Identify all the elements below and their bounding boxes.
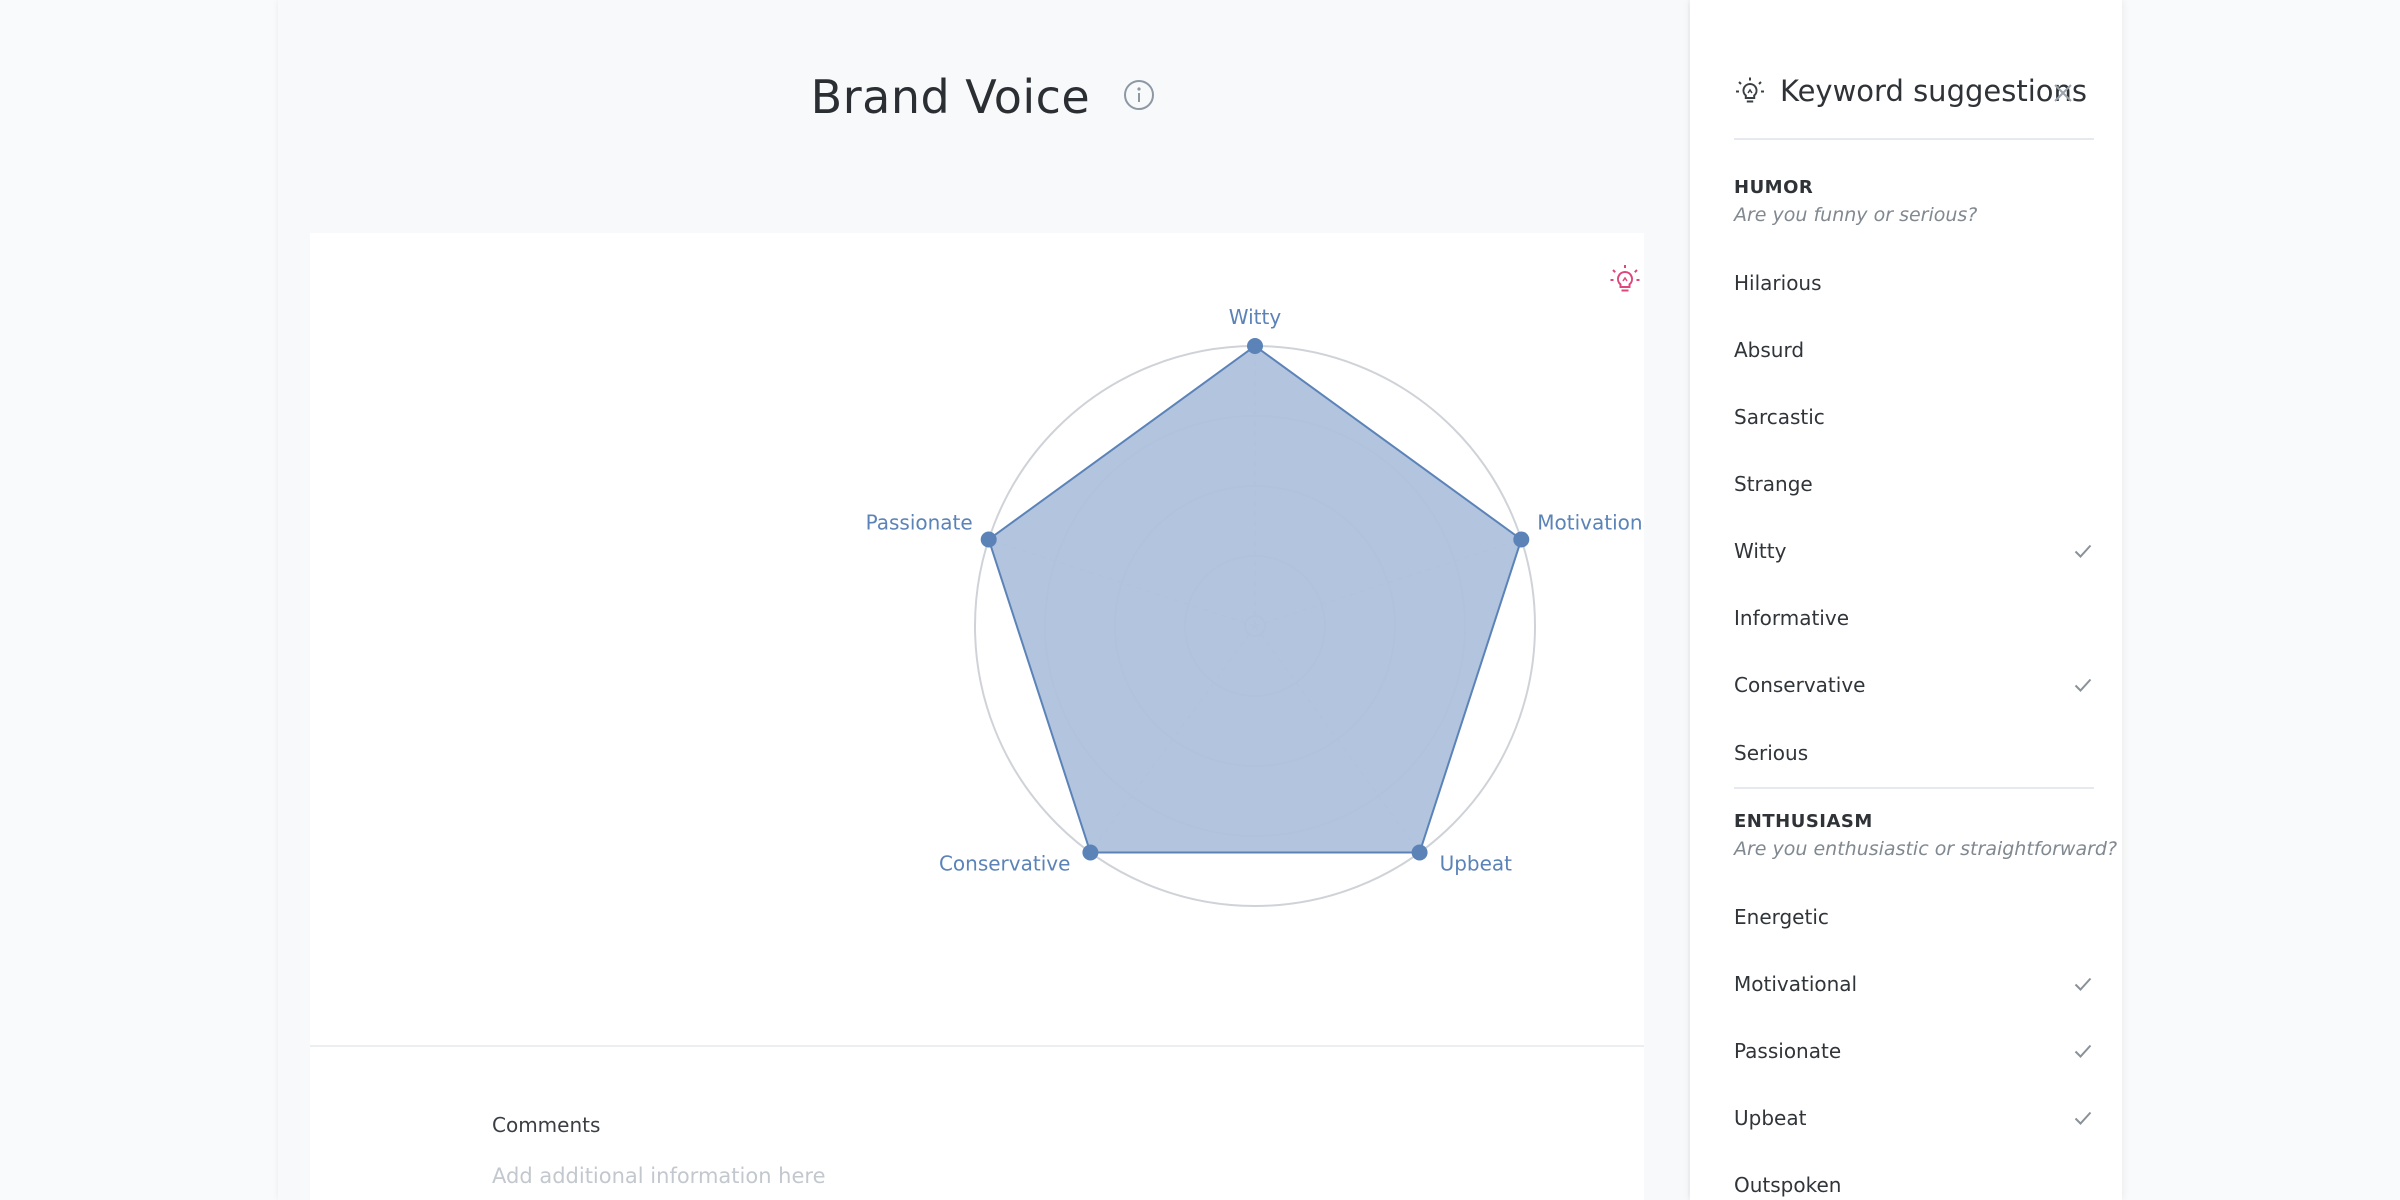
lightbulb-icon[interactable] [1608,263,1642,297]
check-icon [2074,1110,2092,1126]
keyword-label: Passionate [1734,1039,1842,1063]
radar-label-motivational: Motivational [1537,510,1644,534]
radar-series-area [987,344,1523,854]
radar-point-witty [1247,338,1263,354]
radar-label-upbeat: Upbeat [1440,852,1513,876]
sidebar-title: Keyword suggestions [1780,74,2087,108]
section-title-humor: HUMOR [1734,177,1814,198]
main-panel: Brand Voice Witty Motivational Upbeat Conse… [278,0,1688,1200]
keyword-label: Sarcastic [1734,405,1825,429]
comments-section: Comments [310,1047,1644,1200]
close-icon[interactable] [2052,82,2074,104]
radar-label-witty: Witty [1229,305,1282,329]
keyword-label: Conservative [1734,673,1866,697]
radar-point-passionate [980,531,997,548]
keyword-item-selected[interactable]: Passionate [1734,1031,2094,1071]
info-circle-icon[interactable] [1123,79,1155,111]
keyword-label: Motivational [1734,972,1858,996]
keyword-label: Hilarious [1734,271,1822,295]
keyword-item[interactable]: Strange [1734,464,2094,504]
check-icon [2074,1043,2092,1059]
keyword-label: Outspoken [1734,1173,1842,1197]
keyword-label: Informative [1734,606,1849,630]
keyword-label: Absurd [1734,338,1805,362]
section-subtitle-enthusiasm: Are you enthusiastic or straightforward? [1734,838,2118,860]
radar-chart: Witty Motivational Upbeat Conservative Passi… [866,305,1644,907]
keyword-item-selected[interactable]: Witty [1734,531,2094,571]
radar-point-upbeat [1411,844,1428,861]
keyword-label: Energetic [1734,905,1829,929]
keyword-item[interactable]: Informative [1734,598,2094,638]
keyword-item[interactable]: Sarcastic [1734,397,2094,437]
keyword-label: Witty [1734,539,1787,563]
radar-chart-card: Witty Motivational Upbeat Conservative Passi… [310,233,1644,1045]
content-divider [310,1045,1644,1047]
section-title-enthusiasm: ENTHUSIASM [1734,811,1873,832]
keyword-suggestions-panel: Keyword suggestions HUMOR Are you funny … [1690,0,2122,1200]
comments-input[interactable] [492,1159,1392,1193]
keyword-label: Strange [1734,472,1813,496]
keyword-label: Serious [1734,741,1809,765]
keyword-label: Upbeat [1734,1106,1807,1130]
comments-label: Comments [492,1113,601,1137]
check-icon [2074,677,2092,693]
keyword-item[interactable]: Outspoken [1734,1165,2094,1200]
keyword-item[interactable]: Serious [1734,733,2094,773]
keyword-item[interactable]: Absurd [1734,330,2094,370]
check-icon [2074,543,2092,559]
keyword-item-selected[interactable]: Upbeat [1734,1098,2094,1138]
radar-label-conservative: Conservative [939,852,1070,876]
radar-point-conservative [1082,844,1099,861]
check-icon [2074,976,2092,992]
section-subtitle-humor: Are you funny or serious? [1734,204,1978,226]
sidebar-header: Keyword suggestions [1734,72,2094,112]
keyword-item-selected[interactable]: Motivational [1734,964,2094,1004]
page-title-text: Brand Voice [810,70,1091,124]
page-title: Brand Voice [278,70,1688,132]
keyword-item-selected[interactable]: Conservative [1734,665,2094,705]
section-divider [1734,787,2094,789]
lightbulb-icon [1734,76,1766,108]
radar-point-motivational [1513,531,1530,548]
keyword-item[interactable]: Energetic [1734,897,2094,937]
radar-label-passionate: Passionate [866,510,973,534]
keyword-item[interactable]: Hilarious [1734,263,2094,303]
sidebar-header-divider [1734,138,2094,140]
